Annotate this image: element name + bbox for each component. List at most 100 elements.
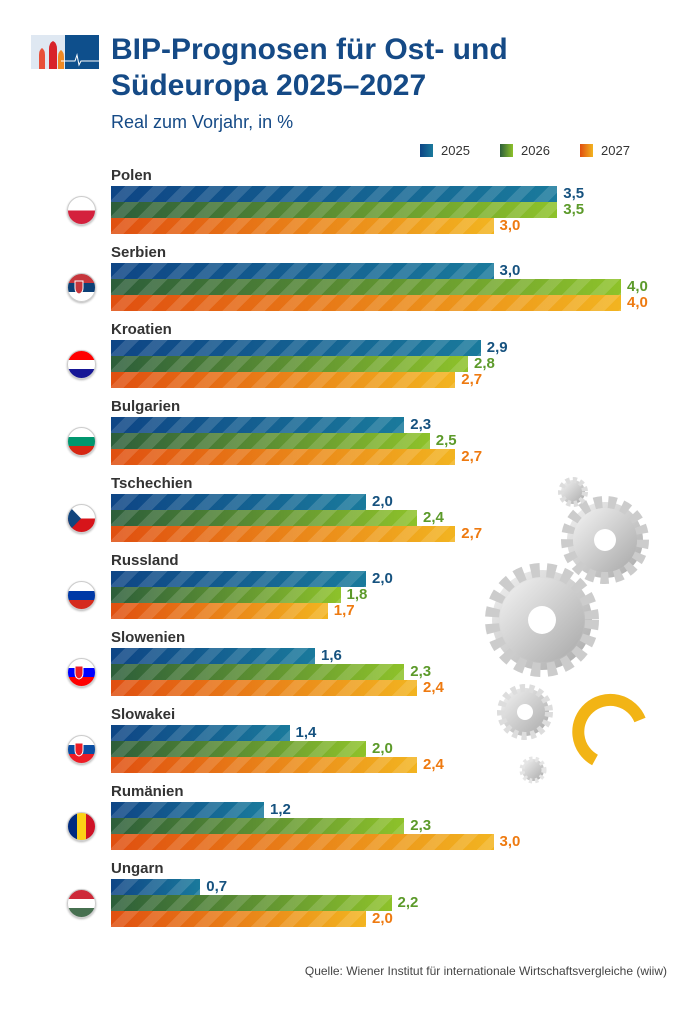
country-row: Polen 3,5 3,5 3,0	[0, 167, 685, 244]
country-label: Bulgarien	[111, 398, 181, 415]
value-label: 1,4	[295, 724, 317, 741]
value-label: 3,5	[563, 201, 585, 218]
value-label: 2,9	[486, 339, 508, 356]
country-label: Russland	[111, 552, 179, 569]
bar-2027	[111, 295, 621, 311]
bar-2025	[111, 648, 315, 664]
country-row: Kroatien 2,9 2,8 2,7	[0, 321, 685, 398]
value-label: 2,7	[461, 448, 483, 465]
bar-2026	[111, 664, 405, 680]
bar-2026	[111, 202, 558, 218]
flag-kroatien-icon	[67, 350, 96, 379]
country-row: Bulgarien 2,3 2,5 2,7	[0, 398, 685, 475]
bar-2027	[111, 757, 417, 773]
legend-item-2026: 2026	[500, 143, 580, 158]
country-row: Slowakei 1,4 2,0 2,4	[0, 706, 685, 783]
value-label: 4,0	[627, 294, 648, 311]
flag-polen-icon	[67, 196, 96, 225]
value-label: 1,2	[270, 801, 291, 818]
bar-2025	[111, 725, 290, 741]
bar-2026	[111, 741, 366, 757]
bar-2026	[111, 587, 341, 603]
bar-2025	[111, 802, 264, 818]
value-label: 3,0	[499, 217, 521, 234]
value-label: 2,3	[410, 416, 432, 433]
flag-ungarn-icon	[67, 889, 96, 918]
country-row: Slowenien 1,6 2,3 2,4	[0, 629, 685, 706]
flag-tschechien-icon	[67, 504, 96, 533]
gears-decoration-icon	[485, 477, 649, 784]
country-label: Slowenien	[111, 629, 186, 646]
country-label: Tschechien	[111, 475, 193, 492]
country-label: Kroatien	[111, 321, 172, 338]
country-row: Ungarn 0,7 2,2 2,0	[0, 860, 685, 937]
bar-2027	[111, 218, 494, 234]
value-label: 1,7	[333, 602, 355, 619]
value-label: 4,0	[627, 278, 648, 295]
bar-2026	[111, 818, 405, 834]
bar-2025	[111, 417, 405, 433]
bar-2027	[111, 834, 494, 850]
legend-label: 2026	[521, 143, 550, 158]
value-label: 2,0	[372, 570, 393, 587]
legend: 2025 2026 2027	[420, 143, 660, 158]
bar-2025	[111, 571, 366, 587]
legend-label: 2025	[441, 143, 470, 158]
flag-serbien-icon	[67, 273, 96, 302]
title-line-1: BIP-Prognosen für Ost- und	[111, 33, 508, 66]
country-label: Serbien	[111, 244, 167, 261]
value-label: 3,0	[499, 833, 521, 850]
legend-swatch	[420, 144, 433, 157]
bar-2025	[111, 186, 558, 202]
bar-2027	[111, 372, 456, 388]
bar-2027	[111, 603, 328, 619]
legend-label: 2027	[601, 143, 630, 158]
value-label: 2,2	[397, 894, 419, 911]
value-label: 2,0	[372, 910, 393, 927]
value-label: 2,4	[423, 679, 444, 696]
title-line-2: Südeuropa 2025–2027	[111, 69, 427, 102]
bar-2027	[111, 449, 456, 465]
legend-item-2027: 2027	[580, 143, 660, 158]
country-row: Tschechien 2,0 2,4 2,7	[0, 475, 685, 552]
country-label: Slowakei	[111, 706, 176, 723]
flag-slowenien-icon	[67, 658, 96, 687]
country-row: Rumänien 1,2 2,3 3,0	[0, 783, 685, 860]
legend-swatch	[580, 144, 593, 157]
value-label: 3,0	[499, 262, 521, 279]
bar-2027	[111, 526, 456, 542]
country-row: Serbien 3,0 4,0 4,0	[0, 244, 685, 321]
bar-2025	[111, 263, 494, 279]
bar-2026	[111, 356, 468, 372]
value-label: 2,3	[410, 663, 432, 680]
value-label: 1,6	[321, 647, 342, 664]
value-label: 2,0	[372, 493, 393, 510]
flag-rumänien-icon	[67, 812, 96, 841]
bar-2025	[111, 879, 201, 895]
flag-bulgarien-icon	[67, 427, 96, 456]
legend-item-2025: 2025	[420, 143, 500, 158]
country-row: Russland 2,0 1,8 1,7	[0, 552, 685, 629]
bar-2025	[111, 494, 366, 510]
value-label: 2,5	[435, 432, 457, 449]
bar-2025	[111, 340, 481, 356]
bar-2027	[111, 680, 417, 696]
chart-title: BIP-Prognosen für Ost- und Südeuropa 202…	[111, 32, 508, 104]
source-note: Quelle: Wiener Institut für internationa…	[304, 964, 667, 978]
value-label: 2,7	[461, 525, 483, 542]
value-label: 2,4	[423, 509, 444, 526]
value-label: 3,5	[563, 185, 585, 202]
country-label: Polen	[111, 167, 152, 184]
flag-russland-icon	[67, 581, 96, 610]
value-label: 2,3	[410, 817, 432, 834]
bar-2026	[111, 433, 430, 449]
value-label: 1,8	[346, 586, 368, 603]
logo-icon	[31, 35, 99, 69]
value-label: 2,7	[461, 371, 483, 388]
value-label: 2,4	[423, 756, 444, 773]
value-label: 2,8	[474, 355, 495, 372]
flag-slowakei-icon	[67, 735, 96, 764]
bar-2027	[111, 911, 366, 927]
chart-subtitle: Real zum Vorjahr, in %	[111, 112, 294, 132]
